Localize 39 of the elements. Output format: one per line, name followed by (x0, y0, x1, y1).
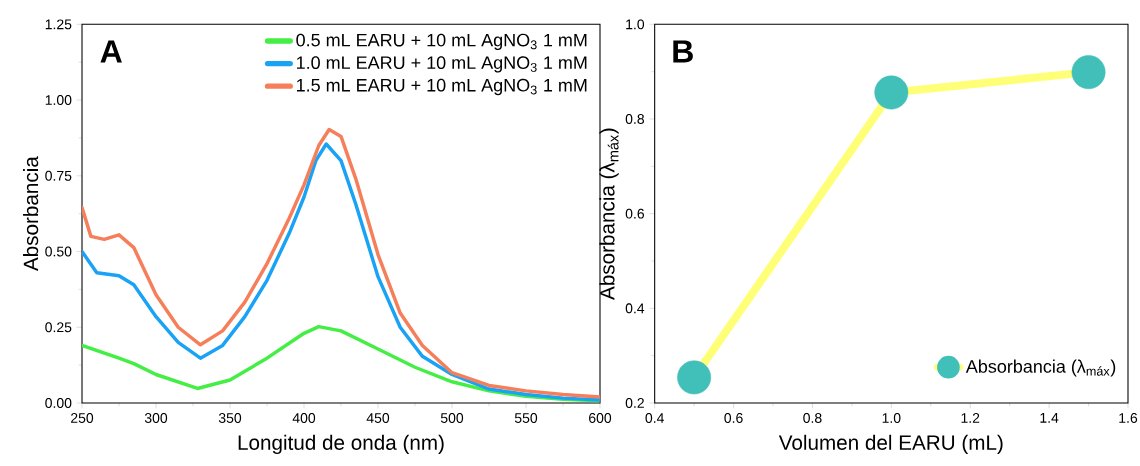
x-axis-title: Longitud de onda (nm) (238, 434, 444, 455)
x-tick-label: 0.8 (803, 413, 822, 423)
x-tick-label: 1.2 (961, 413, 980, 423)
y-tick-label: 1.25 (45, 19, 72, 30)
x-tick-label: 1.6 (1119, 413, 1138, 423)
y-tick-label: 0.00 (45, 398, 72, 408)
x-tick-label: 450 (366, 413, 390, 423)
legend-label: 1.5 mL EARU + 10 mL AgNO$_{3}$ 1 mM (297, 78, 587, 96)
y-tick-label: 0.25 (45, 322, 72, 333)
point (874, 75, 909, 110)
y-axis-title: Absorbancia (23, 156, 39, 272)
y-tick-label: 0.8 (625, 114, 645, 124)
x-tick-label: 0.4 (645, 413, 664, 423)
x-tick-label: 300 (144, 413, 168, 423)
x-tick-label: 600 (589, 413, 612, 423)
x-axis-title: Volumen del EARU (mL) (778, 434, 1003, 455)
annotation: B (673, 40, 693, 63)
point (1071, 55, 1106, 90)
x-tick-label: 350 (218, 413, 242, 423)
y-tick-label: 0.4 (625, 303, 645, 314)
annotation: A (100, 40, 122, 63)
y-tick-label: 0.6 (625, 208, 645, 219)
y-tick-label: 1.0 (626, 19, 645, 30)
x-tick-label: 1.4 (1040, 413, 1059, 423)
x-tick-label: 400 (292, 413, 316, 423)
y-tick-label: 0.75 (45, 170, 72, 181)
y-tick-label: 1.00 (45, 95, 72, 106)
y-axis-title: Absorbancia (λ$_{máx}$) (599, 128, 619, 300)
x-tick-label: 0.6 (724, 413, 743, 423)
x-tick-label: 250 (71, 413, 94, 423)
legend-label: Absorbancia (λ$_{máx}$) (965, 359, 1116, 377)
y-tick-label: 0.50 (45, 246, 72, 257)
legend-label: 0.5 mL EARU + 10 mL AgNO$_{3}$ 1 mM (296, 33, 587, 51)
y-tick-label: 0.2 (625, 398, 644, 408)
point (677, 360, 712, 395)
x-tick-label: 500 (440, 413, 464, 423)
x-tick-label: 1.0 (882, 413, 901, 423)
x-tick-label: 550 (514, 413, 538, 423)
legend-label: 1.0 mL EARU + 10 mL AgNO$_{3}$ 1 mM (297, 56, 587, 73)
